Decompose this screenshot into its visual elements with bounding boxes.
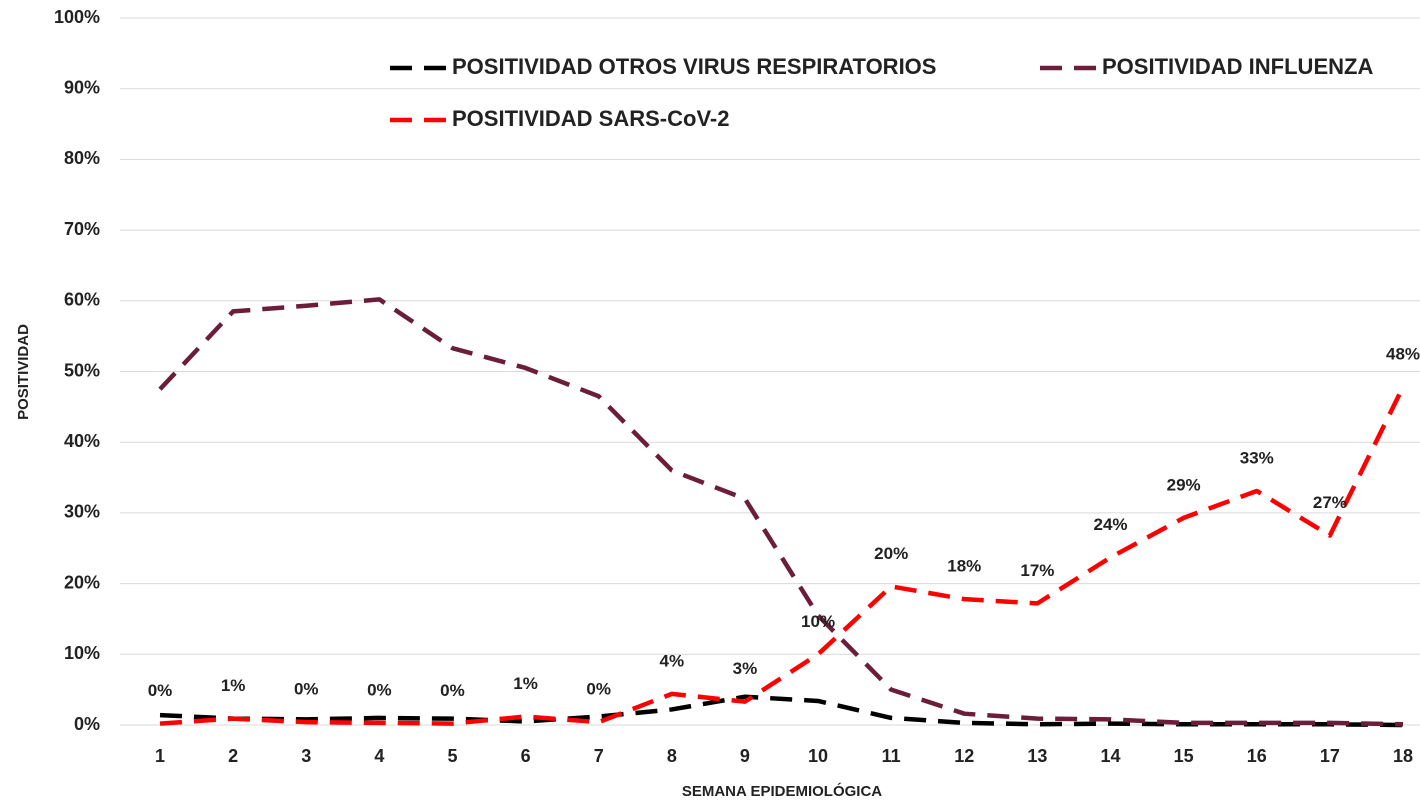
data-label: 0%	[148, 681, 173, 700]
y-tick-label: 30%	[64, 502, 100, 522]
data-label: 0%	[367, 680, 392, 699]
x-tick-label: 13	[1027, 746, 1047, 766]
y-tick-label: 70%	[64, 219, 100, 239]
data-label: 20%	[874, 544, 908, 563]
legend-label: POSITIVIDAD INFLUENZA	[1102, 54, 1373, 79]
data-label: 0%	[294, 680, 319, 699]
y-tick-label: 40%	[64, 431, 100, 451]
y-tick-label: 50%	[64, 360, 100, 380]
x-axis-label: SEMANA EPIDEMIOLÓGICA	[682, 782, 882, 800]
data-label: 33%	[1240, 448, 1274, 467]
data-label: 10%	[801, 612, 835, 631]
x-tick-label: 18	[1393, 746, 1413, 766]
data-label: 17%	[1020, 561, 1054, 580]
data-label: 1%	[221, 676, 246, 695]
y-axis-label: POSITIVIDAD	[15, 324, 32, 420]
y-tick-label: 60%	[64, 290, 100, 310]
x-tick-label: 14	[1101, 746, 1121, 766]
line-series	[158, 297, 1404, 727]
y-tick-label: 90%	[64, 77, 100, 97]
data-label: 24%	[1094, 515, 1128, 534]
data-label: 27%	[1313, 493, 1347, 512]
x-tick-label: 17	[1320, 746, 1340, 766]
x-tick-label: 7	[594, 746, 604, 766]
data-label: 4%	[660, 651, 685, 670]
legend-label: POSITIVIDAD SARS-CoV-2	[452, 106, 729, 131]
x-tick-label: 2	[228, 746, 238, 766]
x-tick-label: 9	[740, 746, 750, 766]
data-label: 3%	[733, 659, 758, 678]
data-label: 18%	[947, 557, 981, 576]
x-tick-label: 16	[1247, 746, 1267, 766]
y-tick-label: 10%	[64, 643, 100, 663]
x-tick-label: 3	[301, 746, 311, 766]
x-tick-label: 4	[374, 746, 384, 766]
x-tick-label: 15	[1174, 746, 1194, 766]
line-series	[159, 386, 1406, 726]
x-tick-label: 8	[667, 746, 677, 766]
y-tick-label: 80%	[64, 148, 100, 168]
data-label: 48%	[1386, 345, 1420, 364]
x-tick-label: 12	[954, 746, 974, 766]
x-tick-label: 5	[447, 746, 457, 766]
data-label: 1%	[513, 674, 538, 693]
y-tick-label: 100%	[54, 7, 100, 27]
data-label: 0%	[440, 681, 465, 700]
x-tick-label: 11	[882, 746, 901, 766]
data-label: 29%	[1167, 475, 1201, 494]
y-tick-label: 0%	[74, 714, 100, 734]
legend-label: POSITIVIDAD OTROS VIRUS RESPIRATORIOS	[452, 54, 936, 79]
x-tick-label: 6	[521, 746, 531, 766]
x-tick-label: 1	[155, 746, 165, 766]
y-tick-label: 20%	[64, 572, 100, 592]
data-label: 0%	[586, 680, 611, 699]
x-tick-label: 10	[808, 746, 828, 766]
